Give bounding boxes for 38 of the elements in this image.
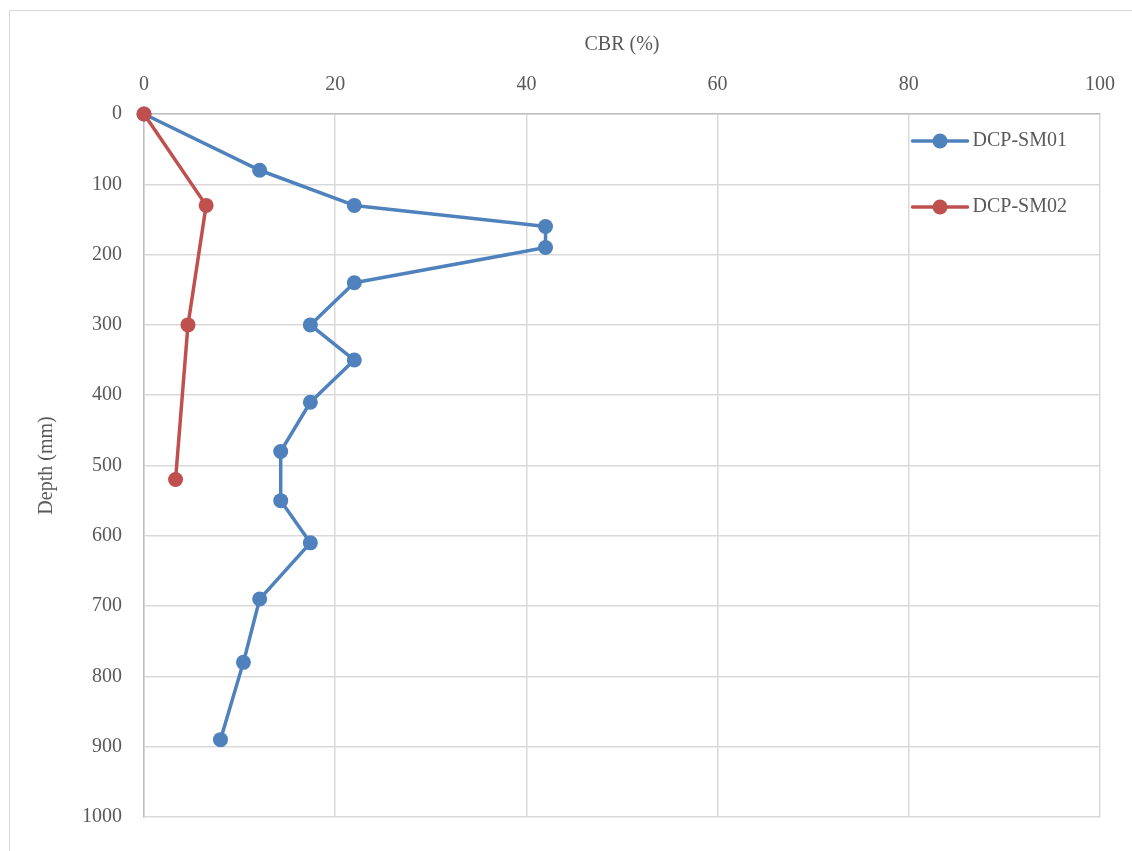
x-axis-title: CBR (%)	[584, 32, 660, 56]
point	[252, 591, 268, 607]
point	[273, 443, 289, 459]
point	[212, 732, 228, 748]
y-tick-label: 200	[92, 241, 122, 264]
point	[538, 218, 554, 234]
x-tick-label: 60	[707, 72, 728, 95]
x-tick-label: 100	[1085, 72, 1115, 95]
y-tick-label: 700	[92, 593, 122, 616]
x-tick-label: 0	[139, 72, 149, 95]
y-tick-label: 400	[92, 382, 122, 405]
y-tick-label: 1000	[82, 804, 122, 827]
y-tick-label: 100	[92, 171, 122, 194]
y-tick-label: 900	[92, 733, 122, 756]
point	[273, 493, 289, 509]
y-tick-label: 0	[112, 101, 122, 124]
legend-label: DCP-SM01	[972, 128, 1068, 151]
y-tick-label: 300	[92, 312, 122, 335]
point	[346, 275, 362, 291]
point	[252, 162, 268, 178]
point	[538, 240, 554, 256]
y-axis-title: Depth (mm)	[34, 416, 58, 515]
point	[235, 654, 251, 670]
point	[346, 352, 362, 368]
point	[168, 472, 184, 488]
point	[302, 535, 318, 551]
x-tick-label: 40	[516, 72, 537, 95]
legend-label: DCP-SM02	[972, 194, 1068, 217]
point	[198, 197, 214, 213]
y-tick-label: 800	[92, 663, 122, 686]
point	[346, 197, 362, 213]
x-tick-label: 20	[325, 72, 346, 95]
point	[180, 317, 196, 333]
y-tick-label: 600	[92, 523, 122, 546]
y-tick-label: 500	[92, 452, 122, 475]
point	[302, 394, 318, 410]
x-tick-label: 80	[898, 72, 919, 95]
point	[302, 317, 318, 333]
